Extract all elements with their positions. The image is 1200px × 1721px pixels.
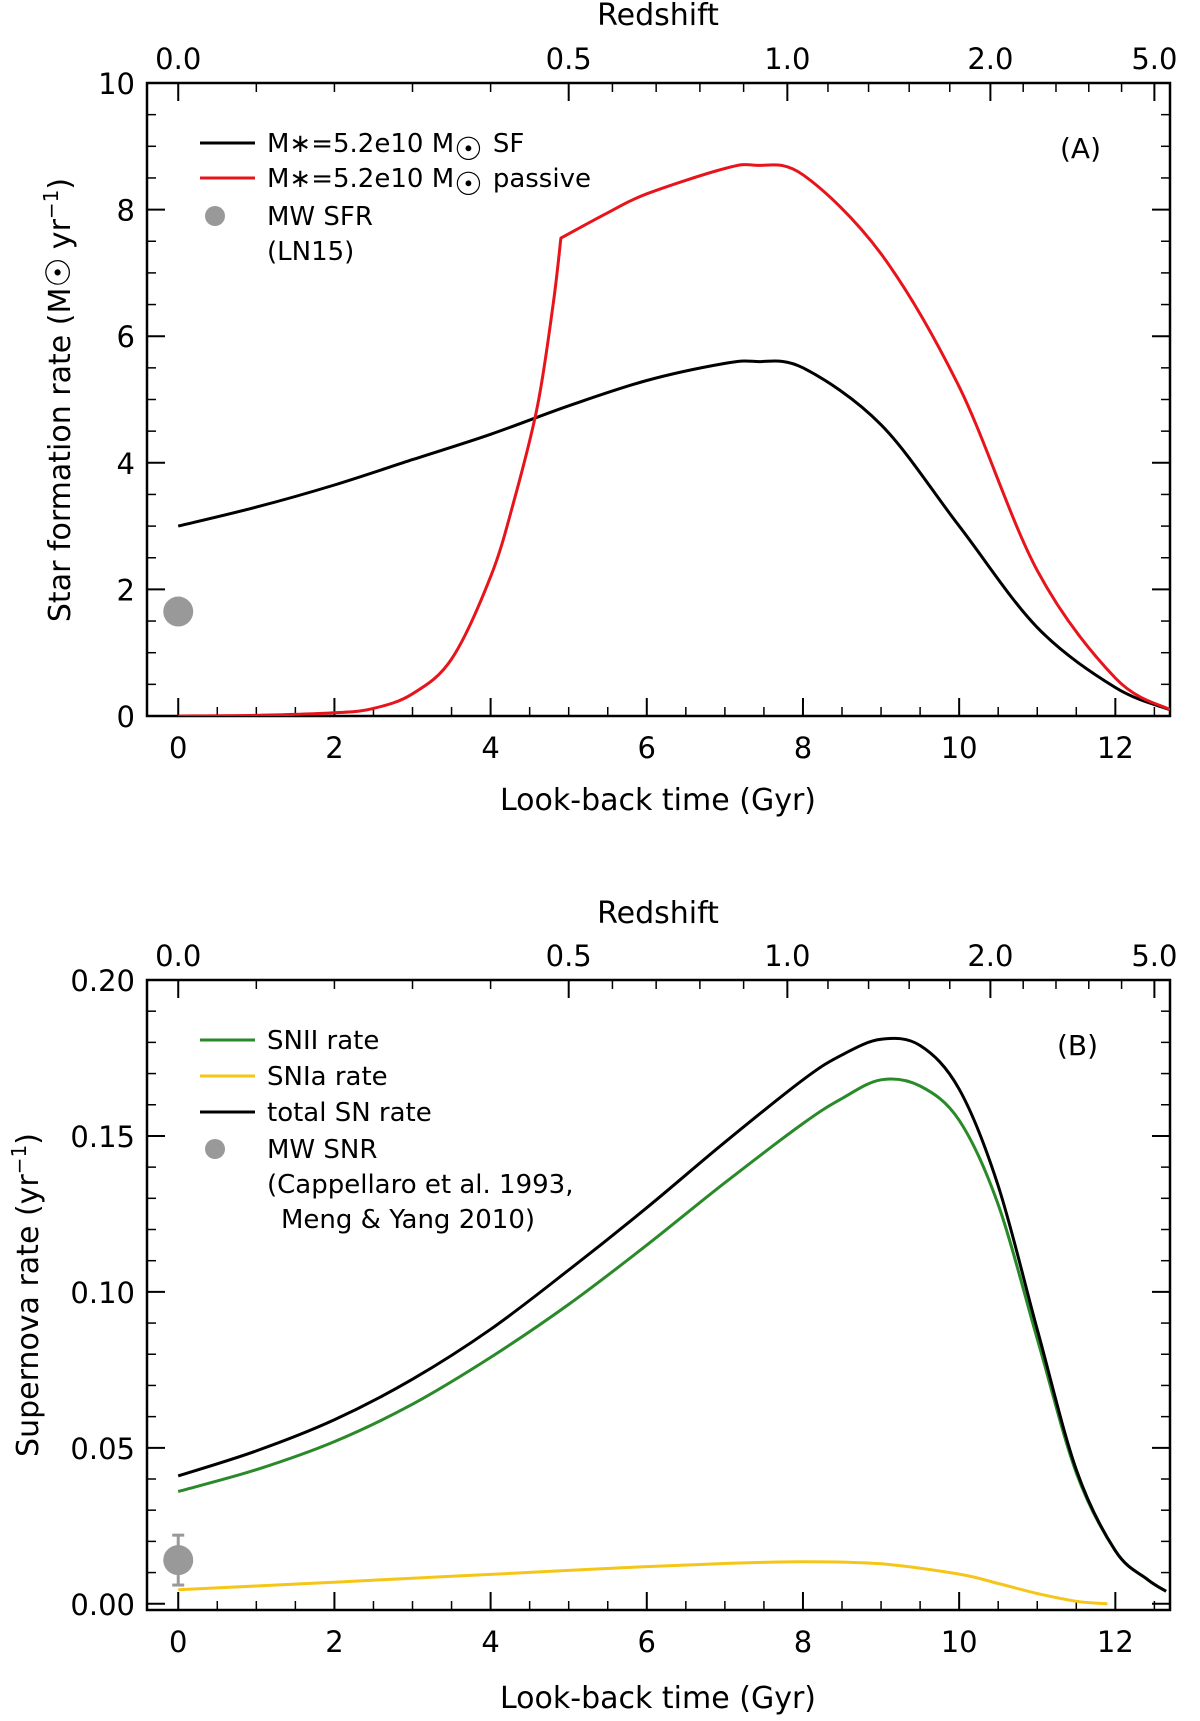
legend-passive-label: M∗=5.2e10 M☉ passive [267, 164, 591, 203]
redshift-tick-label: 2.0 [967, 42, 1013, 76]
legend-mw-snr-marker [205, 1139, 225, 1159]
x-tick-label: 4 [481, 731, 499, 765]
panel-b-redshift-ticks: 0.0 0.5 1.0 2.0 5.0 [155, 939, 1177, 998]
panel-a-x-ticks: 0 2 4 6 8 10 12 [169, 698, 1156, 765]
x-tick-label: 4 [481, 1625, 499, 1659]
x-tick-label: 0 [169, 1625, 187, 1659]
y-tick-label: 2 [117, 573, 135, 607]
legend-mw-snr-label: MW SNR [267, 1135, 377, 1165]
redshift-tick-label: 0.0 [155, 42, 201, 76]
panel-b-series [177, 1036, 1167, 1606]
x-tick-label: 12 [1097, 731, 1134, 765]
y-tick-label: 8 [117, 194, 135, 228]
panel-b-top-axis-title: Redshift [597, 896, 719, 931]
panel-a-y-axis-sun-symbol: ☉ [39, 257, 79, 287]
panel-a-legend: M∗=5.2e10 M☉ SF M∗=5.2e10 M☉ passive MW SF… [200, 129, 591, 267]
y-tick-label: 10 [98, 67, 135, 101]
panel-a-redshift-ticks: 0.0 0.5 1.0 2.0 5.0 [155, 42, 1177, 101]
legend-mw-sfr-ref: (LN15) [267, 237, 354, 267]
legend-mw-sfr-label: MW SFR [267, 202, 373, 232]
redshift-tick-label: 1.0 [764, 939, 810, 973]
redshift-tick-label: 0.5 [546, 939, 592, 973]
panel-b-y-axis-title: Supernova rate (yr−1) [7, 1133, 46, 1457]
panel-b-y-ticks: 0.00 0.05 0.10 0.15 0.20 [70, 964, 1170, 1622]
legend-total-label: total SN rate [267, 1098, 432, 1128]
panel-a-y-axis-title-main: Star formation rate (M [43, 288, 78, 622]
legend-passive-label-main: M∗=5.2e10 M [267, 164, 454, 194]
panel-b-y-axis-close-paren: ) [11, 1133, 46, 1145]
panel-a-y-axis-title-unit: yr [43, 218, 78, 249]
redshift-tick-label: 5.0 [1131, 939, 1177, 973]
y-tick-label: 4 [117, 447, 135, 481]
panel-b-y-axis-title-main: Supernova rate (yr [11, 1174, 46, 1457]
x-tick-label: 2 [325, 731, 343, 765]
mw-data-point [163, 1545, 194, 1576]
redshift-tick-label: 1.0 [764, 42, 810, 76]
panel-a-x-axis-title: Look-back time (Gyr) [500, 783, 816, 818]
redshift-tick-label: 0.5 [546, 42, 592, 76]
y-tick-label: 0 [117, 700, 135, 734]
series-line-m-5-2e10-m-sf [177, 359, 1170, 712]
x-tick-label: 8 [794, 1625, 812, 1659]
panel-b-y-axis-exponent: −1 [7, 1145, 31, 1174]
panel-a-y-axis-close-paren: ) [43, 178, 78, 190]
x-tick-label: 2 [325, 1625, 343, 1659]
x-tick-label: 10 [941, 1625, 978, 1659]
mw-data-point [163, 596, 194, 627]
panel-a-series [177, 163, 1170, 716]
redshift-tick-label: 2.0 [967, 939, 1013, 973]
panel-b-points [163, 1533, 194, 1587]
y-tick-label: 0.15 [70, 1120, 135, 1154]
redshift-tick-label: 0.0 [155, 939, 201, 973]
x-tick-label: 0 [169, 731, 187, 765]
series-line-snia-rate [178, 1560, 1108, 1606]
panel-a-points [163, 596, 194, 627]
x-tick-label: 12 [1097, 1625, 1134, 1659]
panel-a-y-ticks: 0 2 4 6 8 10 [98, 67, 1170, 734]
legend-mw-snr-ref-2: Meng & Yang 2010) [281, 1205, 535, 1235]
legend-mw-snr-ref-1: (Cappellaro et al. 1993, [267, 1170, 573, 1200]
panel-a-top-axis-title: Redshift [597, 0, 719, 33]
y-tick-label: 0.20 [70, 964, 135, 998]
panel-a-chart: 0 2 4 6 8 10 12 0 2 4 6 8 10 0.0 0.5 1.0 2.0 5.0 Redshi… [39, 0, 1177, 818]
x-tick-label: 8 [794, 731, 812, 765]
x-tick-label: 6 [638, 731, 656, 765]
legend-mw-sfr-marker [205, 206, 225, 226]
legend-sf-label-tail: SF [493, 129, 524, 159]
y-tick-label: 0.05 [70, 1432, 135, 1466]
redshift-tick-label: 5.0 [1131, 42, 1177, 76]
panel-b-chart: 0 2 4 6 8 10 12 0.00 0.05 0.10 0.15 0.20 0.0 0.5 1.0… [7, 896, 1177, 1716]
panel-b-x-ticks: 0 2 4 6 8 10 12 [169, 1592, 1156, 1659]
panel-a-y-axis-title: Star formation rate (M☉ yr−1) [39, 178, 79, 622]
panel-a-label: (A) [1060, 132, 1101, 165]
series-line-total-sn-rate [177, 1036, 1167, 1593]
panel-b-label: (B) [1057, 1029, 1098, 1062]
panel-b-x-axis-title: Look-back time (Gyr) [500, 1681, 816, 1716]
legend-snia-label: SNIa rate [267, 1062, 388, 1092]
legend-sf-sun-symbol: ☉ [454, 130, 483, 168]
legend-sf-label-main: M∗=5.2e10 M [267, 129, 454, 159]
x-tick-label: 6 [638, 1625, 656, 1659]
y-tick-label: 0.10 [70, 1276, 135, 1310]
x-tick-label: 10 [941, 731, 978, 765]
legend-passive-sun-symbol: ☉ [454, 165, 483, 203]
legend-snii-label: SNII rate [267, 1026, 379, 1056]
panel-b-legend: SNII rate SNIa rate total SN rate MW SNR… [200, 1026, 573, 1235]
panel-b-plot-frame [145, 978, 1172, 1612]
panel-a-y-axis-exponent: −1 [39, 190, 63, 219]
legend-sf-label: M∗=5.2e10 M☉ SF [267, 129, 524, 168]
y-tick-label: 0.00 [70, 1588, 135, 1622]
legend-passive-label-tail: passive [493, 164, 591, 194]
y-tick-label: 6 [117, 320, 135, 354]
series-line-m-5-2e10-m-passive [178, 163, 1170, 716]
